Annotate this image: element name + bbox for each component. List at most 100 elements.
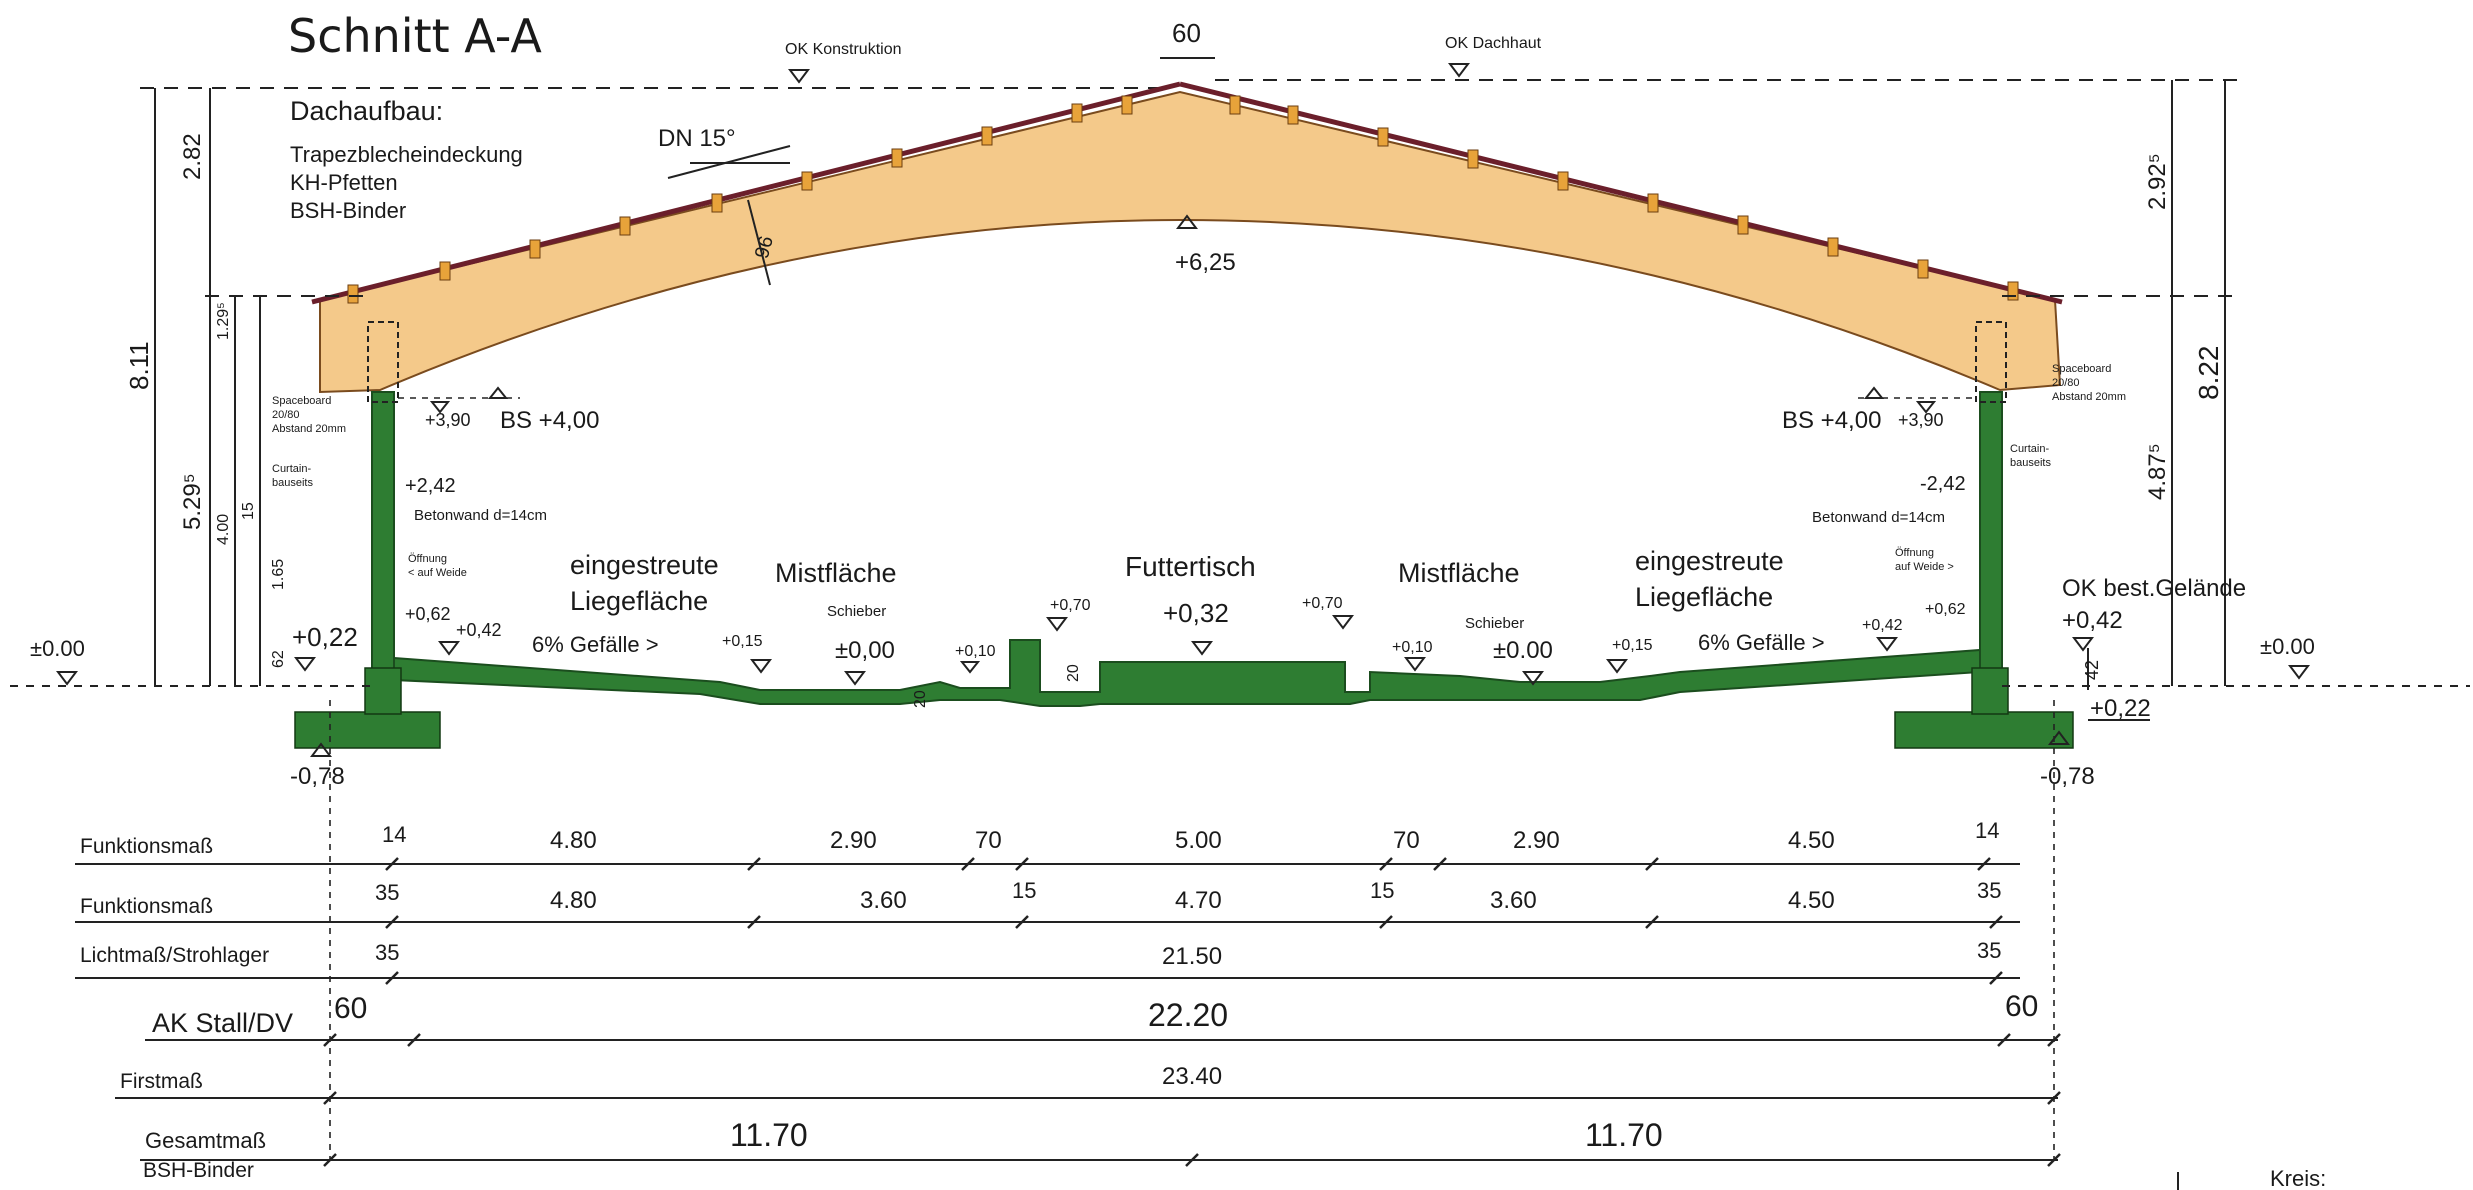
- drawing-title: Schnitt A-A: [288, 9, 542, 63]
- elev-ft-edge-left-marker: [1046, 617, 1068, 632]
- elev-ft-edge-left: +0,70: [1050, 597, 1091, 614]
- dim-row-2-v4: 4.70: [1175, 887, 1222, 914]
- elev-found-right: -0,78: [2040, 763, 2095, 790]
- oeffnung-right-1: Öffnung: [1895, 547, 1934, 559]
- roof-skin-left: [311, 81, 1181, 305]
- elev-mist-right-marker: [1522, 671, 1544, 686]
- left-dim-roof: 2.82: [179, 133, 206, 180]
- elev-gutter-left: +0,10: [955, 643, 996, 660]
- elev-wall-right: +0,62: [1925, 601, 1966, 618]
- gutter-20-b: 20: [1065, 664, 1082, 682]
- corner-text: Kreis:: [2270, 1166, 2326, 1190]
- elev-beam-right: +3,90: [1898, 410, 1944, 430]
- elev-floor-right-b: +0,22: [2090, 695, 2151, 722]
- floor-slab: [393, 639, 1981, 707]
- dim-row-3-v1: 21.50: [1162, 943, 1222, 970]
- elev-futtertisch-marker: [1191, 641, 1213, 656]
- column-left-outline: [367, 321, 399, 403]
- elev-zero-right: ±0.00: [2260, 634, 2315, 659]
- roof-pitch-label: DN 15°: [658, 125, 736, 152]
- dim-row-2-v8: 35: [1977, 878, 2001, 903]
- right-dim-roof: 2.92⁵: [2144, 153, 2171, 210]
- zone-gefaelle-left: 6% Gefälle >: [532, 632, 659, 657]
- roof-build-line-3: BSH-Binder: [290, 198, 406, 223]
- foundation-right-stem: [1971, 667, 2009, 715]
- foundation-left-stem: [364, 667, 402, 715]
- right-dim-wall: 4.87⁵: [2144, 443, 2171, 500]
- roof-build-heading: Dachaufbau:: [290, 96, 443, 126]
- spaceboard-left-2: 20/80: [272, 409, 300, 421]
- ok-konstruktion-marker: [788, 69, 810, 84]
- ridge-elev-marker: [1176, 214, 1198, 229]
- elev-beam-left-marker: [429, 401, 451, 414]
- dim-row-2-v3: 15: [1012, 878, 1036, 903]
- elev-slope-left-top-marker: [750, 659, 772, 674]
- elev-futtertisch: +0,32: [1163, 598, 1229, 628]
- right-dim-42-label: 42: [2082, 660, 2102, 680]
- dim-row-5-v0: 23.40: [1162, 1063, 1222, 1090]
- dim-row-3-label: Lichtmaß/Strohlager: [80, 944, 269, 967]
- dim-row-1-v1: 4.80: [550, 827, 597, 854]
- elev-floor-left-a-marker: [438, 641, 460, 656]
- roof-skin-right: [1179, 81, 2063, 305]
- elev-mist-right: ±0.00: [1493, 637, 1553, 664]
- dim-row-1-v6: 2.90: [1513, 827, 1560, 854]
- ridge-elev-label: +6,25: [1175, 249, 1236, 276]
- elev-beam-left: +3,90: [425, 410, 471, 430]
- beam-depth-dim: [747, 199, 771, 286]
- zone-liege-right-2: Liegefläche: [1635, 582, 1773, 612]
- elev-found-left-marker: [310, 742, 332, 757]
- gutter-20-a: 20: [912, 690, 929, 708]
- purlins: [347, 95, 2019, 304]
- spaceboard-right-1: Spaceboard: [2052, 363, 2111, 375]
- elev-gutter-right-marker: [1404, 657, 1426, 672]
- dim-row-2-v2: 3.60: [860, 887, 907, 914]
- elev-zero-left-marker: [56, 671, 78, 686]
- dim-row-3-v0: 35: [375, 940, 399, 965]
- dim-row-1-v4: 5.00: [1175, 827, 1222, 854]
- elev-ft-edge-right-marker: [1332, 615, 1354, 630]
- dim-row-2-v5: 15: [1370, 878, 1394, 903]
- column-right-outline: [1975, 321, 2007, 403]
- elev-floor-left-b-marker: [294, 657, 316, 672]
- zone-futtertisch: Futtertisch: [1125, 551, 1256, 582]
- left-dim-total: 8.11: [124, 341, 154, 390]
- elev-found-left: -0,78: [290, 763, 345, 790]
- elev-floor-right-a-marker: [1876, 637, 1898, 652]
- zone-schieber-right: Schieber: [1465, 615, 1524, 632]
- elev-bs-left-marker: [487, 386, 509, 399]
- dim-row-1-v5: 70: [1393, 827, 1420, 854]
- spaceboard-left-3: Abstand 20mm: [272, 423, 346, 435]
- dim-row-4-v0: 60: [334, 992, 367, 1025]
- elev-slope-right-top: +0,15: [1612, 637, 1653, 654]
- elev-bs-left: BS +4,00: [500, 407, 599, 434]
- spaceboard-right-3: Abstand 20mm: [2052, 391, 2126, 403]
- zone-liege-left-1: eingestreute: [570, 550, 719, 580]
- dim-row-4-v2: 60: [2005, 990, 2038, 1023]
- dim-row-1-v2: 2.90: [830, 827, 877, 854]
- left-dim-62: 62: [270, 650, 287, 668]
- dim-row-2-v6: 3.60: [1490, 887, 1537, 914]
- elev-slope-right-top-marker: [1606, 659, 1628, 674]
- ok-konstruktion-label: OK Konstruktion: [785, 41, 902, 58]
- dim-row-1-label: Funktionsmaß: [80, 835, 213, 858]
- ok-best-value: +0,42: [2062, 607, 2123, 634]
- elev-gutter-left-marker: [959, 661, 981, 674]
- zone-mist-left: Mistfläche: [775, 558, 897, 588]
- dim-row-4-label: AK Stall/DV: [152, 1008, 293, 1038]
- elev-mist-left: ±0,00: [835, 637, 895, 664]
- glulam-beam: [319, 90, 2062, 394]
- zone-schieber-left: Schieber: [827, 603, 886, 620]
- dim-row-1-v0: 14: [382, 822, 406, 847]
- ok-dachhaut-marker: [1448, 63, 1470, 78]
- oeffnung-left-1: Öffnung: [408, 553, 447, 565]
- betonwand-left: Betonwand d=14cm: [414, 507, 547, 524]
- curtain-left-2: bauseits: [272, 477, 313, 489]
- elev-slope-left-top: +0,15: [722, 633, 763, 650]
- elev-ft-edge-right: +0,70: [1302, 595, 1343, 612]
- foundation-left: [294, 711, 441, 749]
- ridge-width-label: 60: [1172, 18, 1201, 48]
- elev-beam-right-marker: [1915, 401, 1937, 414]
- left-dim-wall: 5.29⁵: [179, 473, 206, 530]
